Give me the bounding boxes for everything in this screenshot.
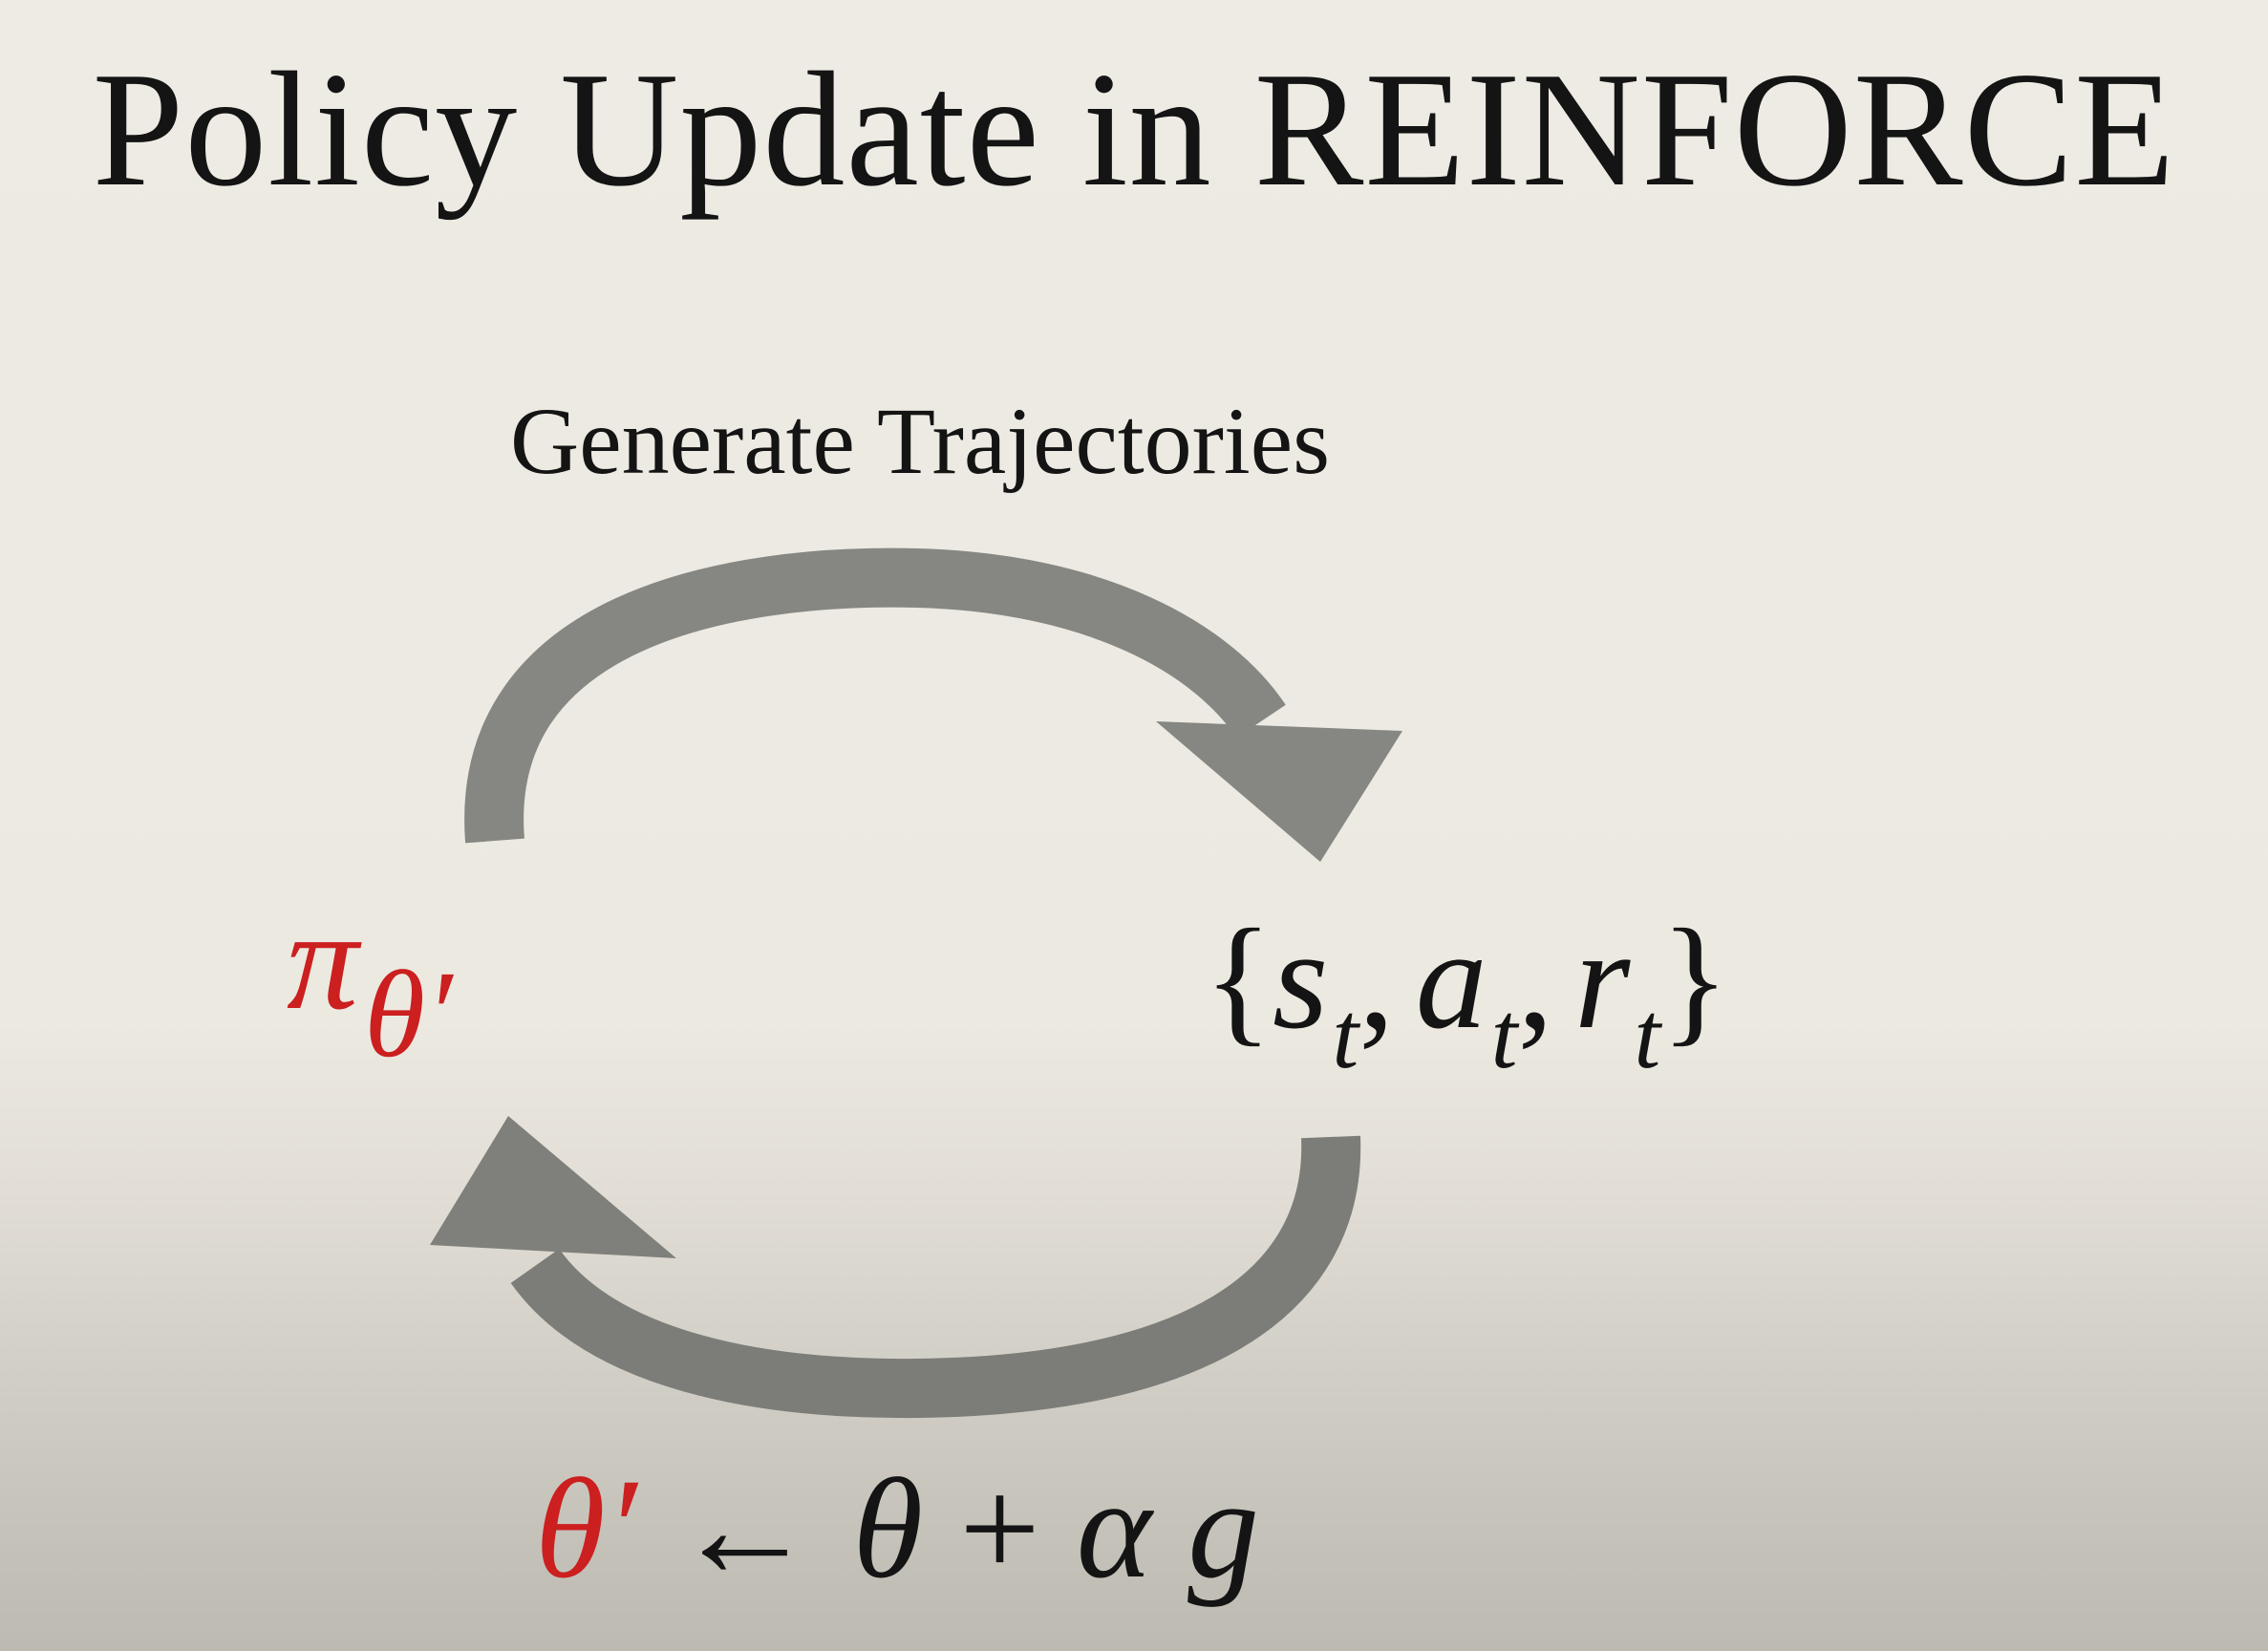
plus-symbol: + — [959, 1449, 1040, 1608]
action-subscript: t — [1490, 982, 1518, 1088]
close-brace: } — [1660, 900, 1730, 1059]
left-arrow-symbol: ← — [673, 1449, 817, 1608]
reward-symbol: r — [1573, 900, 1631, 1059]
policy-symbol: πθ′ — [287, 889, 452, 1077]
alpha-symbol: α — [1076, 1449, 1152, 1608]
generate-trajectories-label: Generate Trajectories — [510, 388, 1331, 494]
trajectory-set: {st, at, rt} — [1204, 908, 1729, 1083]
open-brace: { — [1204, 900, 1273, 1059]
theta-symbol: θ — [852, 1449, 924, 1608]
state-symbol: s — [1273, 900, 1329, 1059]
slide-title: Policy Update in REINFORCE — [92, 39, 2176, 221]
state-subscript: t — [1332, 982, 1359, 1088]
policy-subscript: θ′ — [364, 946, 453, 1083]
comma-2: , — [1517, 900, 1553, 1059]
action-symbol: a — [1415, 900, 1487, 1059]
pi-symbol: π — [287, 881, 359, 1040]
curved-arrow-return-icon — [430, 1116, 1361, 1419]
update-rule: θ′ ← θ + α g — [535, 1457, 1259, 1600]
theta-prime-symbol: θ′ — [535, 1449, 637, 1608]
curved-arrow-clockwise-icon — [464, 547, 1402, 862]
reward-subscript: t — [1634, 982, 1661, 1088]
comma-1: , — [1359, 900, 1395, 1059]
gradient-symbol: g — [1187, 1449, 1260, 1608]
